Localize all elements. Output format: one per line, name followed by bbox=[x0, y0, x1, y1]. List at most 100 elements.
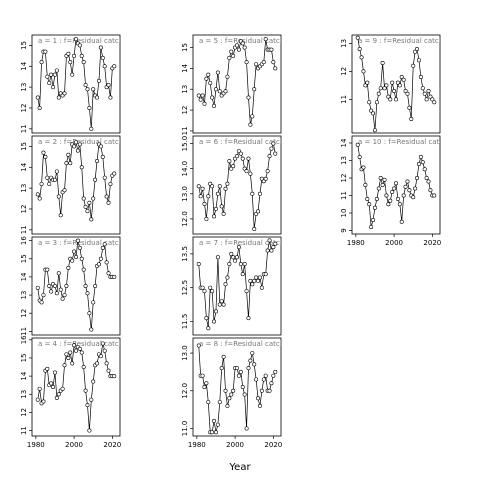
data-point bbox=[215, 70, 220, 75]
data-point bbox=[428, 94, 433, 99]
data-point bbox=[380, 183, 385, 188]
data-point bbox=[271, 141, 276, 146]
y-tick-label: 14 bbox=[20, 61, 28, 70]
data-point bbox=[259, 388, 264, 393]
data-point bbox=[217, 302, 222, 307]
y-tick-label: 16 bbox=[20, 236, 28, 245]
data-point bbox=[376, 91, 381, 96]
data-point bbox=[215, 255, 220, 260]
data-point bbox=[432, 193, 437, 198]
data-point bbox=[47, 283, 52, 288]
data-point bbox=[227, 396, 232, 401]
data-point bbox=[415, 176, 420, 181]
data-point bbox=[217, 400, 222, 405]
y-tick-label: 14 bbox=[20, 162, 28, 171]
data-point bbox=[35, 285, 40, 290]
data-point bbox=[196, 184, 201, 189]
data-point bbox=[217, 184, 222, 189]
data-point bbox=[250, 191, 255, 196]
data-point bbox=[35, 397, 40, 402]
data-point bbox=[273, 66, 278, 71]
data-point bbox=[219, 366, 224, 371]
data-point bbox=[196, 343, 201, 348]
data-point bbox=[405, 91, 410, 96]
data-point bbox=[269, 381, 274, 386]
data-point bbox=[254, 377, 259, 382]
data-point bbox=[236, 373, 241, 378]
data-point bbox=[54, 291, 59, 296]
data-point bbox=[202, 101, 207, 106]
data-point bbox=[265, 169, 270, 174]
data-point bbox=[58, 213, 63, 218]
data-point bbox=[250, 351, 255, 356]
y-tick-label: 13 bbox=[340, 156, 348, 165]
data-point bbox=[250, 282, 255, 287]
data-point bbox=[405, 179, 410, 184]
data-point bbox=[100, 55, 105, 60]
data-point bbox=[87, 311, 92, 316]
data-point bbox=[204, 216, 209, 221]
data-point bbox=[256, 209, 261, 214]
data-point bbox=[215, 191, 220, 196]
data-point bbox=[85, 291, 90, 296]
data-point bbox=[363, 183, 368, 188]
data-point bbox=[206, 326, 211, 331]
data-point bbox=[378, 176, 383, 181]
data-point bbox=[382, 177, 387, 182]
x-tick-label: 2020 bbox=[103, 441, 121, 449]
panel-title: a = 1 : f=Residual catch bbox=[38, 37, 123, 45]
data-point bbox=[68, 161, 73, 166]
data-point bbox=[45, 267, 50, 272]
data-point bbox=[215, 422, 220, 427]
data-point bbox=[418, 155, 423, 160]
data-point bbox=[206, 400, 211, 405]
data-point bbox=[85, 209, 90, 214]
data-point bbox=[252, 362, 257, 367]
series-line bbox=[198, 345, 276, 433]
panel: a = 8 : f=Residual catch 11.0 12.0 13.0 1980… bbox=[181, 337, 282, 449]
x-tick-label: 2000 bbox=[65, 441, 83, 449]
data-point bbox=[254, 62, 259, 67]
data-point bbox=[89, 126, 94, 131]
data-point bbox=[252, 226, 257, 231]
data-point bbox=[108, 95, 113, 100]
data-point bbox=[367, 100, 372, 105]
data-point bbox=[409, 117, 414, 122]
data-point bbox=[225, 181, 230, 186]
data-point bbox=[77, 346, 82, 351]
panel-title: a = 6 : f=Residual catch bbox=[199, 138, 284, 146]
data-point bbox=[52, 283, 57, 288]
data-point bbox=[363, 83, 368, 88]
data-point bbox=[227, 159, 232, 164]
data-point bbox=[397, 83, 402, 88]
series-line bbox=[357, 37, 435, 131]
data-point bbox=[72, 343, 77, 348]
data-point bbox=[202, 201, 207, 206]
data-point bbox=[263, 272, 268, 277]
data-point bbox=[415, 46, 420, 51]
data-point bbox=[204, 381, 209, 386]
data-point bbox=[399, 75, 404, 80]
data-point bbox=[66, 265, 71, 270]
data-point bbox=[91, 87, 96, 92]
data-point bbox=[87, 428, 92, 433]
x-tick-label: 2020 bbox=[423, 239, 441, 247]
data-point bbox=[424, 176, 429, 181]
data-point bbox=[420, 86, 425, 91]
data-point bbox=[75, 238, 80, 243]
data-point bbox=[198, 194, 203, 199]
data-point bbox=[273, 369, 278, 374]
panel-title: a = 7 : f=Residual catch bbox=[199, 239, 284, 247]
data-point bbox=[206, 72, 211, 77]
data-point bbox=[49, 381, 54, 386]
data-point bbox=[355, 35, 360, 40]
data-point bbox=[62, 91, 67, 96]
data-point bbox=[52, 177, 57, 182]
data-point bbox=[89, 397, 94, 402]
data-point bbox=[231, 255, 236, 260]
data-point bbox=[238, 262, 243, 267]
data-point bbox=[225, 275, 230, 280]
data-point bbox=[212, 319, 217, 324]
data-point bbox=[221, 211, 226, 216]
y-tick-label: 12.5 bbox=[181, 280, 189, 296]
